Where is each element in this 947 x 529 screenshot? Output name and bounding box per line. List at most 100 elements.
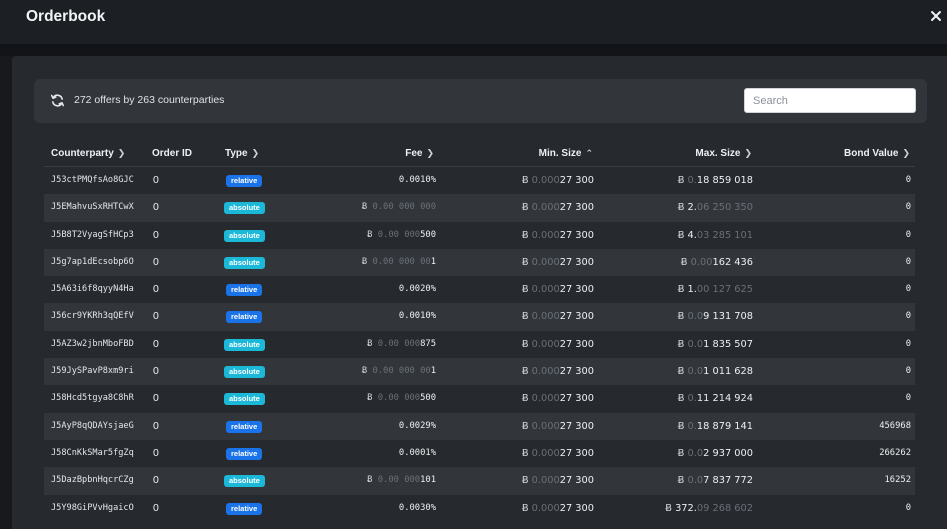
bitcoin-icon: Ƀ	[521, 284, 529, 296]
orderbook-table: Counterparty ❯ Order ID Type ❯ Fee ❯ Min. S…	[44, 140, 915, 522]
fee-leading-digits: 0.00 000	[377, 229, 421, 240]
modal-title: Orderbook	[26, 8, 106, 25]
max-size-leading-digits: 0.0	[687, 366, 704, 378]
min-size-digits: 27 300	[559, 475, 594, 487]
min-size-cell: Ƀ 0.00027 300	[522, 385, 594, 412]
max-size-leading-digits: 0.	[687, 175, 697, 186]
close-icon[interactable]	[929, 9, 943, 23]
max-size-cell: Ƀ 0.18 879 141	[678, 413, 753, 440]
fee-leading-digits: 0.00 000	[377, 475, 421, 486]
type-badge: relative	[226, 175, 263, 187]
bitcoin-icon: Ƀ	[521, 338, 529, 350]
min-size-leading-digits: 0.000	[531, 366, 560, 378]
chevron-up-icon: ⌃	[585, 148, 593, 158]
search-input[interactable]	[744, 88, 916, 113]
max-size-digits: 162 436	[712, 256, 753, 268]
table-row[interactable]: J59JySPavP8xm9ri 0 absolute Ƀ 0.00 000 001 Ƀ…	[44, 358, 915, 386]
counterparty-cell: J5AyP8qQDAYsjaeG	[51, 420, 134, 431]
max-size-cell: Ƀ 0.00162 436	[681, 249, 753, 276]
type-cell: absolute	[224, 249, 265, 276]
column-header-fee[interactable]: Fee ❯	[405, 148, 434, 159]
counterparty-cell: J5g7ap1dEcsobp6O	[51, 256, 134, 267]
bond-value-cell: 0	[905, 338, 911, 349]
min-size-digits: 27 300	[559, 420, 594, 432]
column-header-order-id[interactable]: Order ID	[152, 148, 192, 159]
min-size-cell: Ƀ 0.00027 300	[522, 222, 594, 249]
bond-value-cell: 0	[905, 175, 911, 185]
type-badge: absolute	[224, 338, 265, 351]
min-size-leading-digits: 0.000	[531, 202, 560, 214]
min-size-cell: Ƀ 0.00027 300	[522, 495, 594, 522]
table-row[interactable]: J5AyP8qQDAYsjaeG 0 relative 0.0029% Ƀ 0.0002…	[44, 412, 915, 440]
bond-value-cell: 0	[905, 256, 911, 267]
bitcoin-icon: Ƀ	[521, 475, 529, 487]
bitcoin-icon: Ƀ	[521, 502, 529, 514]
table-row[interactable]: J58CnKkSMar5fgZq 0 relative 0.0001% Ƀ 0.0002…	[44, 440, 915, 467]
table-row[interactable]: J56cr9YKRh3qQEfV 0 relative 0.0010% Ƀ 0.0002…	[44, 303, 915, 331]
type-cell: absolute	[224, 194, 265, 221]
max-size-digits: 1 011 628	[703, 366, 753, 378]
fee-leading-digits: 0.00 000	[377, 393, 421, 404]
max-size-cell: Ƀ 0.01 835 507	[678, 331, 753, 358]
min-size-digits: 27 300	[559, 393, 594, 405]
column-header-type[interactable]: Type ❯	[225, 148, 259, 159]
min-size-leading-digits: 0.000	[531, 284, 560, 296]
max-size-digits: 7 837 772	[703, 475, 753, 487]
fee-cell: 0.0029%	[399, 413, 436, 440]
bitcoin-icon: Ƀ	[677, 175, 685, 186]
column-header-min-size[interactable]: Min. Size ⌃	[539, 148, 593, 159]
fee-percent: 0.0010%	[398, 311, 436, 322]
counterparty-cell: J58CnKkSMar5fgZq	[51, 447, 134, 458]
table-row[interactable]: J5B8T2VyagSfHCp3 0 absolute Ƀ 0.00 000500 Ƀ …	[44, 222, 915, 249]
type-cell: relative	[224, 303, 263, 330]
bitcoin-icon: Ƀ	[665, 502, 672, 514]
min-size-digits: 27 300	[559, 447, 594, 459]
min-size-leading-digits: 0.000	[531, 229, 560, 241]
bitcoin-icon: Ƀ	[361, 256, 368, 267]
min-size-cell: Ƀ 0.00027 300	[522, 467, 594, 494]
fee-percent: 0.0001%	[398, 447, 436, 458]
fee-digits: 875	[420, 338, 436, 349]
counterparty-cell: J58Hcd5tgya8C8hR	[51, 393, 134, 404]
table-row[interactable]: J5AZ3w2jbnMboFBD 0 absolute Ƀ 0.00 000875 Ƀ …	[44, 331, 915, 358]
column-header-max-size[interactable]: Max. Size ❯	[695, 148, 752, 159]
min-size-cell: Ƀ 0.00027 300	[522, 167, 594, 194]
column-header-counterparty[interactable]: Counterparty ❯	[51, 148, 125, 159]
bond-value-cell: 0	[905, 229, 911, 240]
bitcoin-icon: Ƀ	[521, 175, 529, 186]
refresh-icon[interactable]	[50, 93, 65, 108]
bitcoin-icon: Ƀ	[361, 366, 368, 377]
bitcoin-icon: Ƀ	[521, 420, 529, 432]
table-row[interactable]: J5A63i6f8qyyN4Ha 0 relative 0.0020% Ƀ 0.0002…	[44, 276, 915, 303]
bond-value-cell: 0	[905, 284, 911, 295]
max-size-cell: Ƀ 372.09 268 602	[665, 495, 753, 522]
fee-percent: 0.0010%	[398, 175, 436, 185]
bitcoin-icon: Ƀ	[677, 447, 685, 459]
type-badge: absolute	[224, 229, 265, 242]
type-badge: absolute	[224, 366, 265, 379]
min-size-cell: Ƀ 0.00027 300	[522, 358, 594, 385]
table-row[interactable]: J53ctPMQfsAo8GJC 0 relative 0.0010% Ƀ 0.0002…	[44, 167, 915, 194]
type-cell: absolute	[224, 358, 265, 385]
table-row[interactable]: J58Hcd5tgya8C8hR 0 absolute Ƀ 0.00 000500 Ƀ …	[44, 385, 915, 412]
bitcoin-icon: Ƀ	[521, 256, 529, 268]
counterparty-cell: J5EMahvuSxRHTCwX	[51, 202, 134, 213]
max-size-cell: Ƀ 0.07 837 772	[678, 467, 753, 494]
table-row[interactable]: J5Y98GiPVvHgaicO 0 relative 0.0030% Ƀ 0.0002…	[44, 495, 915, 522]
column-header-bond-value[interactable]: Bond Value ❯	[844, 148, 910, 159]
header-divider	[0, 44, 947, 56]
fee-digits: 500	[420, 229, 436, 240]
order-id-cell: 0	[153, 501, 159, 514]
max-size-digits: 2.	[687, 202, 697, 214]
fee-cell: 0.0030%	[399, 495, 436, 522]
table-row[interactable]: J5EMahvuSxRHTCwX 0 absolute Ƀ 0.00 000 000 Ƀ…	[44, 194, 915, 222]
type-badge: relative	[226, 420, 263, 433]
table-row[interactable]: J5DazBpbnHqcrCZg 0 absolute Ƀ 0.00 000101 Ƀ …	[44, 467, 915, 495]
type-badge: relative	[226, 447, 263, 460]
table-row[interactable]: J5g7ap1dEcsobp6O 0 absolute Ƀ 0.00 000 001 Ƀ…	[44, 248, 915, 277]
min-size-digits: 27 300	[559, 502, 594, 514]
order-id-cell: 0	[153, 365, 159, 378]
fee-cell: 0.0010%	[399, 167, 436, 194]
type-cell: absolute	[224, 222, 265, 249]
fee-cell: 0.0001%	[399, 440, 436, 467]
